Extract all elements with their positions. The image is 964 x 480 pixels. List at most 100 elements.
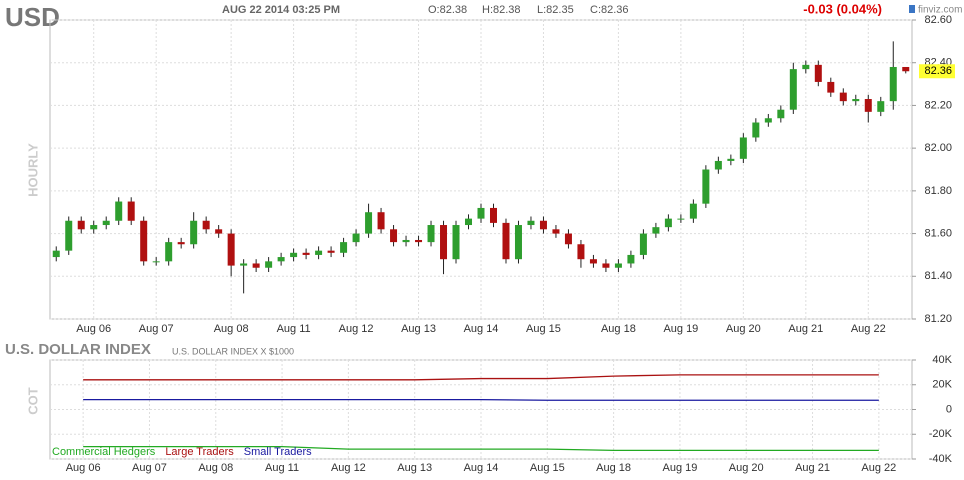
chart-title: USD	[5, 2, 60, 32]
candle-body	[489, 207, 497, 223]
x-tick-label: Aug 12	[339, 323, 374, 335]
last-price-label: 82.36	[924, 65, 952, 77]
x-tick-label: Aug 22	[861, 462, 896, 474]
y-tick-label: 40K	[932, 354, 952, 366]
x-tick-label: Aug 15	[530, 462, 565, 474]
x-tick-label: Aug 06	[66, 462, 101, 474]
candle-body	[277, 257, 285, 262]
candle-body	[327, 250, 335, 253]
candle-body	[689, 203, 697, 219]
legend-label: Commercial Hedgers	[52, 446, 156, 458]
candle-body	[577, 244, 585, 260]
candle-body	[177, 242, 185, 245]
legend-label: Large Traders	[165, 446, 234, 458]
y-tick-label: 82.20	[924, 99, 952, 111]
candle-body	[252, 263, 260, 268]
x-tick-label: Aug 19	[662, 462, 697, 474]
x-tick-label: Aug 19	[663, 323, 698, 335]
candle-body	[752, 122, 760, 138]
x-tick-label: Aug 11	[265, 462, 299, 474]
candle-body	[165, 242, 173, 262]
y-tick-label: 81.40	[924, 270, 952, 282]
candle-body	[539, 220, 547, 230]
y-axis-label: HOURLY	[25, 143, 40, 197]
candle-body	[465, 218, 473, 226]
candle-body	[502, 222, 510, 260]
x-tick-label: Aug 14	[464, 462, 499, 474]
y-tick-label: 82.60	[924, 14, 952, 26]
brand: finviz.com	[918, 5, 962, 16]
x-tick-label: Aug 13	[401, 323, 436, 335]
change-label: -0.03 (0.04%)	[803, 1, 882, 16]
candle-body	[664, 218, 672, 228]
candle-body	[714, 160, 722, 170]
candle-body	[215, 229, 223, 234]
x-tick-label: Aug 21	[795, 462, 830, 474]
candle-body	[627, 254, 635, 264]
y-tick-label: 82.00	[924, 142, 952, 154]
candle-body	[390, 229, 398, 243]
x-tick-label: Aug 22	[851, 323, 886, 335]
x-tick-label: Aug 20	[729, 462, 764, 474]
candle-body	[827, 81, 835, 93]
candle-body	[77, 220, 85, 230]
candle-body	[127, 201, 135, 221]
candle-body	[864, 99, 872, 112]
candle-body	[802, 64, 810, 70]
candle-body	[365, 212, 373, 234]
candle-body	[564, 233, 572, 245]
candle-body	[639, 233, 647, 255]
candle-body	[727, 158, 735, 161]
candle-body	[265, 261, 273, 268]
candle-body	[290, 252, 298, 258]
candle-body	[227, 233, 235, 266]
ohlc-label: O:82.38	[428, 4, 467, 16]
ohlc-label: C:82.36	[590, 4, 629, 16]
candle-body	[614, 263, 622, 268]
candle-body	[702, 169, 710, 204]
x-tick-label: Aug 11	[277, 323, 311, 335]
y-tick-label: -40K	[929, 453, 953, 465]
candle-body	[102, 220, 110, 226]
candle-body	[90, 225, 98, 230]
x-tick-label: Aug 20	[726, 323, 761, 335]
candle-body	[427, 225, 435, 243]
x-tick-label: Aug 14	[464, 323, 499, 335]
y-tick-label: 81.60	[924, 227, 952, 239]
candle-body	[514, 225, 522, 260]
x-tick-label: Aug 15	[526, 323, 561, 335]
y-tick-label: 81.80	[924, 185, 952, 197]
candle-body	[852, 99, 860, 102]
candle-body	[115, 201, 123, 221]
x-tick-label: Aug 06	[76, 323, 111, 335]
candle-body	[839, 92, 847, 102]
candle-body	[315, 250, 323, 255]
candle-body	[677, 218, 685, 220]
x-tick-label: Aug 12	[331, 462, 366, 474]
ohlc-label: L:82.35	[537, 4, 574, 16]
candle-body	[440, 225, 448, 260]
candle-body	[602, 263, 610, 268]
candle-body	[452, 225, 460, 260]
candle-body	[352, 233, 360, 243]
y-tick-label: -20K	[929, 428, 953, 440]
candle-body	[764, 118, 772, 123]
y-tick-label: 81.20	[924, 313, 952, 325]
series-line	[83, 445, 879, 451]
y-tick-label: 0	[946, 403, 952, 415]
candle-body	[527, 220, 535, 226]
x-tick-label: Aug 21	[788, 323, 823, 335]
x-tick-label: Aug 08	[198, 462, 233, 474]
candle-body	[789, 69, 797, 110]
x-tick-label: Aug 07	[132, 462, 167, 474]
legend-label: Small Traders	[244, 446, 312, 458]
chart-title: U.S. DOLLAR INDEX	[5, 341, 151, 358]
candle-body	[377, 212, 385, 230]
x-tick-label: Aug 07	[139, 323, 174, 335]
candle-body	[552, 229, 560, 234]
x-tick-label: Aug 18	[596, 462, 631, 474]
candle-body	[477, 207, 485, 219]
candle-body	[52, 250, 60, 258]
x-tick-label: Aug 18	[601, 323, 636, 335]
